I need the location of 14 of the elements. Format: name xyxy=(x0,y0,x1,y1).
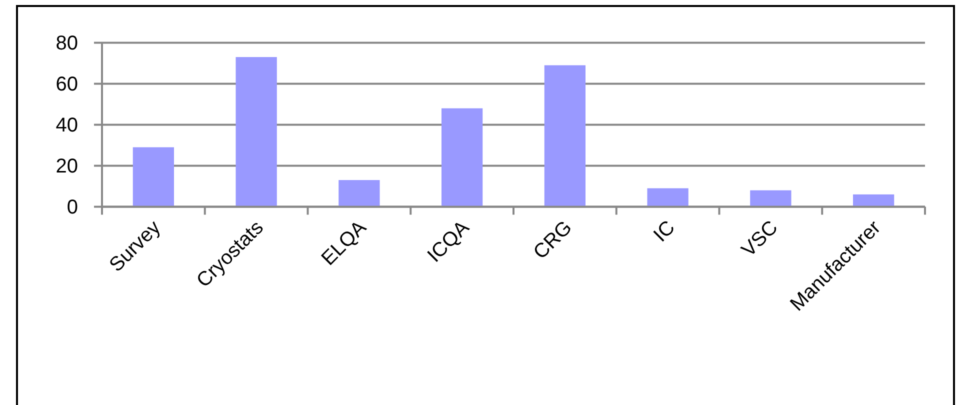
y-tick-label: 0 xyxy=(66,196,78,219)
x-tick-label: VSC xyxy=(738,216,782,262)
y-tick-label: 40 xyxy=(56,114,78,137)
x-tick-label: IC xyxy=(650,216,680,246)
bar xyxy=(236,57,277,207)
bar xyxy=(750,190,792,207)
y-tick-label: 80 xyxy=(56,32,78,55)
bar xyxy=(338,180,380,207)
y-tick-label: 20 xyxy=(56,156,78,178)
bar xyxy=(544,65,586,207)
bar xyxy=(441,108,483,207)
y-tick-label: 60 xyxy=(56,74,78,96)
bar xyxy=(647,188,688,207)
bar xyxy=(132,147,174,207)
